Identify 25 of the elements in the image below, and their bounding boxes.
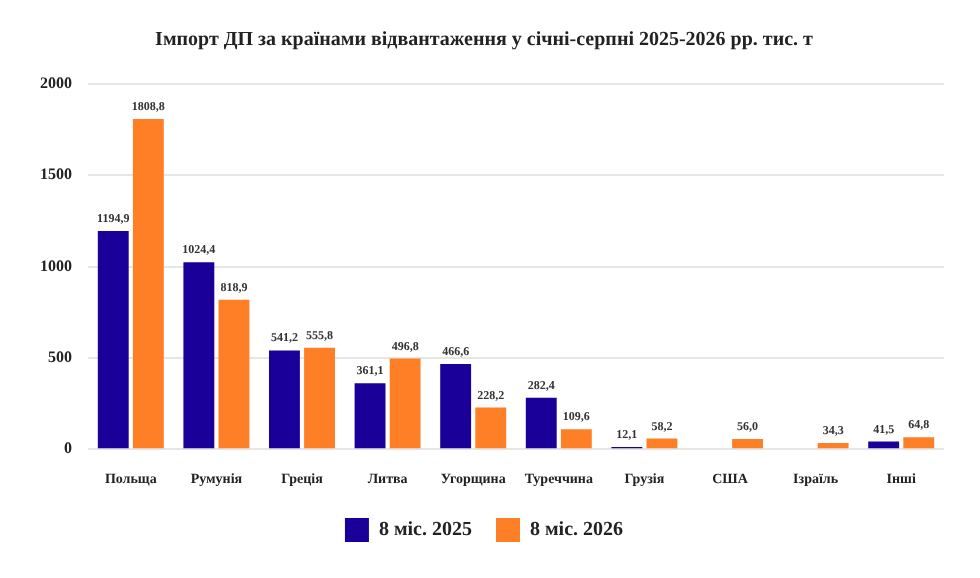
bar [868, 441, 900, 449]
y-tick-label: 1000 [40, 256, 72, 275]
bar [560, 429, 592, 449]
bar [97, 231, 129, 449]
bar [817, 442, 849, 449]
bar [525, 397, 557, 449]
bar [269, 350, 300, 449]
bar [132, 118, 164, 449]
bar [732, 438, 763, 449]
bar [903, 437, 935, 449]
bar [218, 299, 250, 449]
bar [183, 262, 215, 449]
bar [389, 358, 421, 449]
y-tick-label: 1500 [40, 165, 72, 184]
y-tick-label: 0 [64, 439, 72, 458]
y-tick-label: 500 [48, 348, 72, 367]
bar [354, 383, 386, 449]
bar [646, 438, 678, 449]
legend-label: 8 міс. 2025 [378, 519, 473, 542]
bar [475, 407, 507, 449]
y-tick-label: 2000 [40, 74, 72, 93]
bar [304, 347, 335, 449]
chart-title: Імпорт ДП за країнами відвантаження у січні-серпні 2025-2026 рр. тис. т [155, 29, 814, 52]
bar [440, 364, 472, 449]
legend-label: 8 міс. 2026 [530, 519, 624, 542]
